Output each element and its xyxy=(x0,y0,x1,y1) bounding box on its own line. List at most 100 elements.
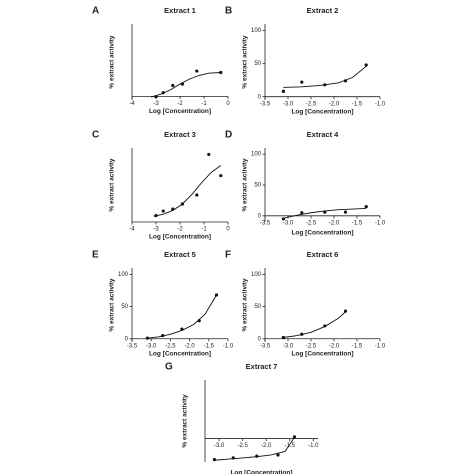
y-tick-label: 100 xyxy=(118,272,129,278)
x-tick-label: -2.0 xyxy=(184,343,195,349)
panel-letter: B xyxy=(225,6,232,17)
y-tick-label: 0 xyxy=(258,213,262,219)
x-tick-label: -3.5 xyxy=(127,343,138,349)
y-axis-label: % extract activity xyxy=(109,35,116,88)
x-tick-label: -3.0 xyxy=(283,101,294,107)
x-axis-label: Log [Concentration] xyxy=(291,108,353,115)
panel-letter: C xyxy=(92,130,99,141)
x-tick-label: 0 xyxy=(226,227,230,233)
panel-title: Extract 1 xyxy=(164,6,196,15)
x-axis-label: Log [Concentration] xyxy=(230,470,292,474)
panel-letter: D xyxy=(225,130,232,141)
panel-title: Extract 2 xyxy=(307,6,339,15)
x-tick-label: -4 xyxy=(129,227,135,233)
y-tick-label: 50 xyxy=(254,304,261,310)
fit-curve xyxy=(153,165,222,217)
data-point xyxy=(300,80,304,84)
data-point xyxy=(343,210,348,214)
x-tick-label: -2.0 xyxy=(329,220,340,226)
x-axis-label: Log [Concentration] xyxy=(291,230,353,237)
x-tick-label: -3.5 xyxy=(260,343,271,349)
x-tick-label: -2.0 xyxy=(329,343,340,349)
x-tick-label: -1.0 xyxy=(375,220,386,226)
y-axis-label: % extract activity xyxy=(242,35,249,88)
panel-letter: F xyxy=(225,250,231,261)
x-tick-label: -1.5 xyxy=(352,343,363,349)
data-point xyxy=(161,209,165,213)
x-tick-label: -1.0 xyxy=(308,443,319,449)
x-tick-label: -1 xyxy=(201,227,207,233)
x-tick-label: -2.5 xyxy=(306,220,317,226)
y-axis-label: % extract activity xyxy=(109,158,116,211)
x-tick-label: -3 xyxy=(153,101,159,107)
x-tick-label: -2.5 xyxy=(306,101,317,107)
x-tick-label: -2.0 xyxy=(329,101,340,107)
data-point xyxy=(292,435,297,439)
panel-letter: G xyxy=(165,362,173,373)
data-point xyxy=(276,453,280,457)
y-tick-label: 0 xyxy=(125,336,129,342)
y-tick-label: 100 xyxy=(251,28,262,34)
y-tick-label: 0 xyxy=(258,336,262,342)
y-tick-label: 50 xyxy=(121,304,128,310)
x-tick-label: -2.0 xyxy=(261,443,272,449)
x-tick-label: -1.0 xyxy=(223,343,234,349)
panel-letter: E xyxy=(92,250,99,261)
panel-title: Extract 6 xyxy=(307,250,339,259)
x-tick-label: -1.5 xyxy=(352,220,363,226)
y-tick-label: 0 xyxy=(258,94,262,100)
data-point xyxy=(145,336,149,340)
x-tick-label: -1.5 xyxy=(204,343,215,349)
x-tick-label: 0 xyxy=(226,101,230,107)
data-point xyxy=(219,174,223,178)
x-tick-label: -1.5 xyxy=(285,443,296,449)
fit-curve xyxy=(283,65,367,88)
data-point xyxy=(364,63,368,67)
fit-curve xyxy=(214,437,295,461)
x-axis-label: Log [Concentration] xyxy=(149,234,211,241)
x-tick-label: -3.0 xyxy=(146,343,157,349)
fit-curve xyxy=(147,294,217,339)
x-tick-label: -3.5 xyxy=(260,220,271,226)
data-point xyxy=(195,69,199,73)
panel-title: Extract 7 xyxy=(246,362,278,371)
x-tick-label: -3.0 xyxy=(214,443,225,449)
x-tick-label: -3 xyxy=(153,227,159,233)
x-axis-label: Log [Concentration] xyxy=(149,351,211,358)
y-tick-label: 50 xyxy=(254,183,261,189)
x-tick-label: -2.5 xyxy=(237,443,248,449)
panel-title: Extract 5 xyxy=(164,250,196,259)
x-tick-label: -1.0 xyxy=(375,101,386,107)
x-tick-label: -1.5 xyxy=(352,101,363,107)
data-point xyxy=(212,458,217,462)
data-point xyxy=(195,193,199,197)
x-tick-label: -2.5 xyxy=(165,343,176,349)
panel-title: Extract 3 xyxy=(164,130,196,139)
x-axis-label: Log [Concentration] xyxy=(291,351,353,358)
data-point xyxy=(281,89,285,94)
data-point xyxy=(300,211,304,215)
y-axis-label: % extract activity xyxy=(242,278,249,331)
y-axis-label: % extract activity xyxy=(109,278,116,331)
panel-title: Extract 4 xyxy=(307,130,340,139)
fit-curve xyxy=(151,72,221,98)
fit-curve xyxy=(283,207,367,219)
data-point xyxy=(207,152,211,157)
x-tick-label: -1.0 xyxy=(375,343,386,349)
y-tick-label: 50 xyxy=(254,61,261,67)
y-tick-label: 100 xyxy=(251,272,262,278)
y-axis-label: % extract activity xyxy=(182,394,189,447)
x-tick-label: -3.0 xyxy=(283,220,294,226)
x-tick-label: -2 xyxy=(177,227,183,233)
x-tick-label: -3.5 xyxy=(260,101,271,107)
x-tick-label: -1 xyxy=(201,101,207,107)
x-tick-label: -2.5 xyxy=(306,343,317,349)
x-tick-label: -2 xyxy=(177,101,183,107)
y-tick-label: 100 xyxy=(251,152,262,158)
data-point xyxy=(364,204,368,209)
x-axis-label: Log [Concentration] xyxy=(149,108,211,115)
y-axis-label: % extract activity xyxy=(242,158,249,211)
fit-curve xyxy=(283,311,346,338)
panel-letter: A xyxy=(92,6,99,17)
